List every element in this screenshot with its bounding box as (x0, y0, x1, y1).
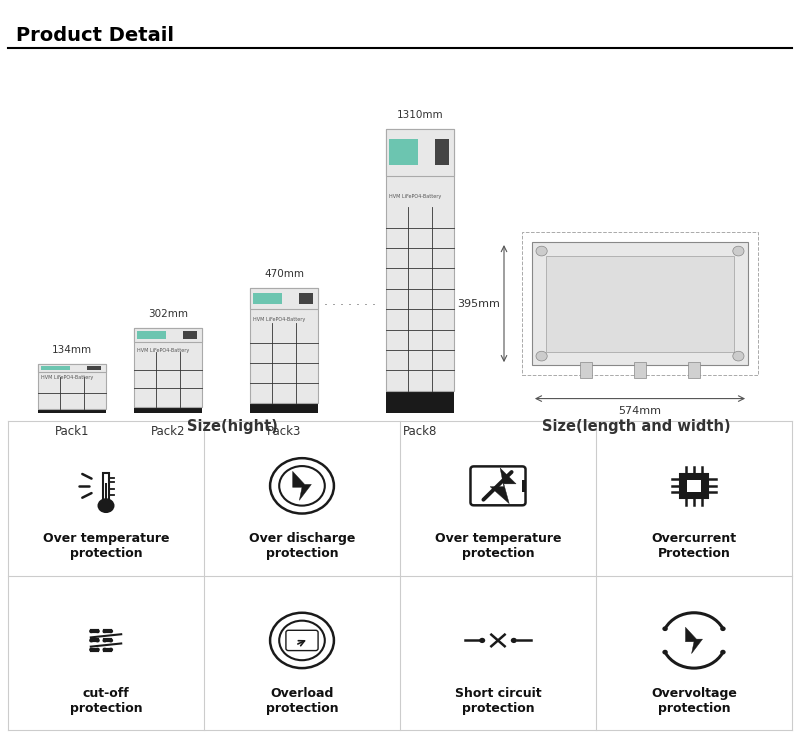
Text: . . . . . . .: . . . . . . . (323, 295, 376, 308)
Text: 395mm: 395mm (457, 299, 500, 308)
Bar (38, 364, 106, 410)
Bar (105, 483, 107, 503)
Text: HVM LiFePO4-Battery: HVM LiFePO4-Battery (42, 375, 94, 380)
Bar (38, 364, 106, 372)
Bar (546, 256, 734, 352)
Text: Size(hight): Size(hight) (186, 419, 278, 434)
Polygon shape (490, 468, 516, 504)
Text: Pack2: Pack2 (150, 425, 186, 437)
Ellipse shape (479, 638, 486, 643)
Text: Overcurrent
Protection: Overcurrent Protection (651, 532, 737, 560)
Bar (532, 242, 748, 365)
Text: HVM LiFePO4-Battery: HVM LiFePO4-Battery (390, 194, 442, 199)
Bar (254, 293, 282, 304)
Text: Pack1: Pack1 (54, 425, 90, 437)
Bar (103, 473, 109, 504)
Bar (87, 366, 101, 370)
Bar (522, 480, 526, 492)
FancyBboxPatch shape (286, 630, 318, 650)
Bar (250, 288, 318, 404)
Text: Size(length and width): Size(length and width) (542, 419, 730, 434)
Text: Pack3: Pack3 (267, 425, 301, 437)
Ellipse shape (733, 246, 744, 256)
Text: cut-off
protection: cut-off protection (70, 687, 142, 714)
Text: Overload
protection: Overload protection (266, 687, 338, 714)
Polygon shape (686, 627, 702, 653)
Bar (390, 139, 418, 165)
Ellipse shape (95, 638, 100, 642)
Ellipse shape (279, 466, 325, 506)
Text: Over discharge
protection: Over discharge protection (249, 532, 355, 560)
Ellipse shape (270, 458, 334, 513)
Bar (680, 474, 708, 498)
Ellipse shape (720, 627, 726, 631)
Bar (435, 139, 449, 165)
Text: Short circuit
protection: Short circuit protection (454, 687, 542, 714)
Ellipse shape (510, 638, 517, 643)
Bar (250, 288, 318, 309)
Text: 1310mm: 1310mm (397, 110, 443, 120)
Ellipse shape (98, 498, 114, 513)
Ellipse shape (270, 612, 334, 668)
Bar (386, 129, 454, 176)
Ellipse shape (89, 630, 94, 633)
Text: Pack8: Pack8 (403, 425, 437, 437)
Text: 302mm: 302mm (148, 309, 188, 319)
FancyBboxPatch shape (470, 466, 526, 505)
Bar (183, 332, 197, 339)
Bar (299, 293, 313, 304)
Polygon shape (293, 472, 311, 501)
Text: HVM LiFePO4-Battery: HVM LiFePO4-Battery (254, 317, 306, 322)
Text: Over temperature
protection: Over temperature protection (42, 532, 170, 560)
Ellipse shape (109, 647, 113, 652)
Ellipse shape (279, 621, 325, 660)
Bar (522, 232, 758, 375)
Text: Overvoltage
protection: Overvoltage protection (651, 687, 737, 714)
Ellipse shape (536, 246, 547, 256)
Ellipse shape (662, 650, 668, 655)
Ellipse shape (109, 638, 113, 642)
Ellipse shape (733, 351, 744, 361)
Bar (687, 480, 701, 492)
Ellipse shape (95, 647, 100, 652)
Bar (38, 410, 106, 413)
Ellipse shape (720, 650, 726, 655)
Bar (134, 328, 202, 407)
Ellipse shape (102, 638, 107, 642)
Text: Over temperature
protection: Over temperature protection (434, 532, 562, 560)
Ellipse shape (95, 630, 100, 633)
Text: 574mm: 574mm (618, 406, 662, 416)
Bar (134, 407, 202, 413)
Bar (688, 362, 701, 378)
Bar (579, 362, 593, 378)
Bar (134, 328, 202, 342)
Text: Product Detail: Product Detail (16, 26, 174, 45)
Bar (386, 129, 454, 390)
Text: 134mm: 134mm (52, 345, 92, 355)
Bar (386, 390, 454, 413)
Ellipse shape (109, 630, 113, 633)
Ellipse shape (89, 647, 94, 652)
Ellipse shape (662, 627, 668, 631)
Bar (634, 362, 646, 378)
Bar (250, 404, 318, 413)
Bar (138, 332, 166, 339)
Ellipse shape (536, 351, 547, 361)
Ellipse shape (102, 647, 107, 652)
Bar (42, 366, 70, 370)
Ellipse shape (89, 638, 94, 642)
Ellipse shape (102, 630, 107, 633)
Text: HVM LiFePO4-Battery: HVM LiFePO4-Battery (138, 348, 190, 352)
Text: 470mm: 470mm (264, 269, 304, 279)
